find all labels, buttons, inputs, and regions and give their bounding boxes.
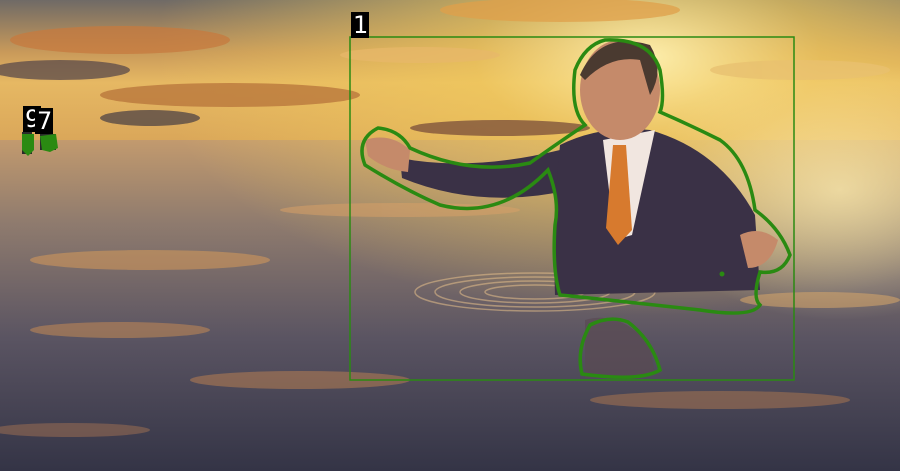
mask-annotation-1-dot — [719, 271, 725, 277]
clouds — [0, 0, 890, 136]
annotation-label-7: 7 — [35, 107, 54, 135]
mask-annotation-9 — [22, 134, 34, 156]
mask-annotation-1-reflection — [578, 317, 663, 379]
annotation-label-1: 1 — [351, 11, 370, 39]
water-reflections — [0, 203, 900, 437]
mask-annotation-7 — [40, 134, 58, 152]
person-figure — [365, 40, 778, 378]
annotation-overlays — [22, 36, 795, 381]
mask-annotation-1 — [360, 38, 792, 315]
bbox-annotation-1 — [349, 36, 795, 381]
